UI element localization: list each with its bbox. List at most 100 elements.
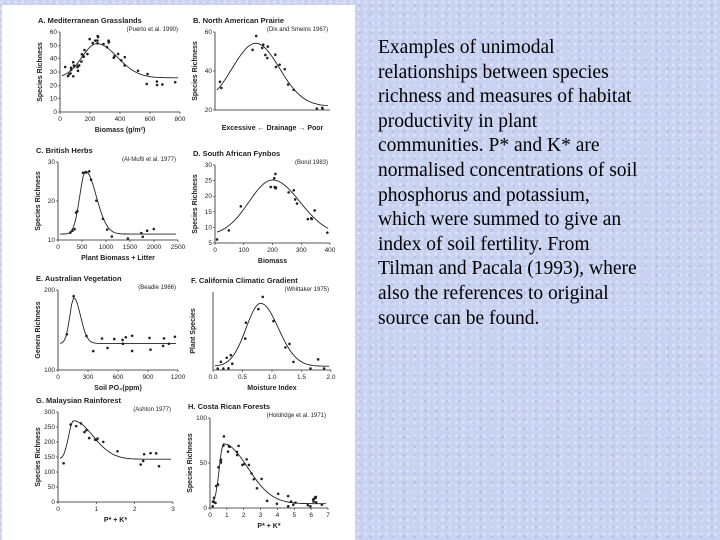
point xyxy=(320,503,324,506)
point xyxy=(227,444,231,448)
point xyxy=(316,358,320,361)
y-tick-label: 10 xyxy=(48,237,56,244)
point xyxy=(286,504,290,508)
panel: D. South African Fynbos (Bond 1983) Specie… xyxy=(192,149,336,265)
x-tick-label: 0 xyxy=(58,116,62,123)
point xyxy=(222,435,226,438)
point xyxy=(76,69,80,73)
fitted-curve xyxy=(216,179,329,233)
point xyxy=(216,367,220,370)
panel-citation: (Whittaker 1975) xyxy=(285,287,329,293)
y-tick-label: 150 xyxy=(44,454,55,461)
panel-citation: (Holdridge et al. 1971) xyxy=(267,413,326,419)
y-tick-label: 20 xyxy=(50,82,58,89)
x-axis-label: P* + K* xyxy=(257,523,280,530)
y-tick-label: 50 xyxy=(48,484,56,491)
point xyxy=(119,58,123,62)
x-tick-label: 300 xyxy=(83,374,94,381)
point xyxy=(292,88,295,92)
panel-citation: (Ashton 1977) xyxy=(133,407,171,413)
figure: A. Mediterranean Grasslands (Puerto et al… xyxy=(2,5,355,540)
point xyxy=(110,235,114,238)
point xyxy=(126,237,130,240)
point xyxy=(141,235,145,239)
x-tick-label: 900 xyxy=(143,374,154,381)
point xyxy=(269,185,273,189)
y-tick-label: 50 xyxy=(200,460,208,467)
point xyxy=(220,86,223,90)
point xyxy=(71,75,75,78)
point xyxy=(264,53,267,57)
y-tick-label: 25 xyxy=(205,178,213,185)
point xyxy=(212,500,216,504)
point xyxy=(230,362,234,366)
point xyxy=(106,346,109,350)
point xyxy=(222,367,225,370)
panel-title: B. North American Prairie xyxy=(193,16,284,25)
point xyxy=(96,42,99,45)
point xyxy=(121,338,124,342)
point xyxy=(91,349,95,353)
y-tick-label: 200 xyxy=(44,287,55,294)
y-axis-label: Species Richness xyxy=(192,41,199,101)
point xyxy=(250,472,253,475)
y-axis-label: Species Richness xyxy=(35,171,42,231)
y-tick-label: 20 xyxy=(48,198,56,205)
point xyxy=(261,43,265,46)
point xyxy=(212,496,216,500)
x-tick-label: 400 xyxy=(115,116,126,123)
point xyxy=(96,39,99,42)
point xyxy=(292,189,296,192)
point xyxy=(88,37,91,41)
y-tick-label: 30 xyxy=(205,162,213,169)
y-tick-label: 10 xyxy=(205,224,213,231)
point xyxy=(66,74,70,78)
y-tick-label: 50 xyxy=(50,42,58,49)
point xyxy=(243,462,246,466)
point xyxy=(265,56,269,60)
x-tick-label: 1 xyxy=(225,512,229,519)
point xyxy=(155,83,159,87)
point xyxy=(275,502,279,506)
y-axis-label: Plant Species xyxy=(190,308,197,354)
point xyxy=(261,295,265,299)
x-tick-label: 7 xyxy=(326,512,330,519)
caption-line: communities. P* and K* are xyxy=(378,135,600,157)
point xyxy=(273,53,277,56)
caption: Examples of unimodal relationships betwee… xyxy=(378,36,718,331)
point xyxy=(322,367,326,370)
fitted-curve xyxy=(59,420,171,460)
x-axis-label: Soil PO₄(ppm) xyxy=(94,385,142,392)
y-tick-label: 60 xyxy=(205,29,213,36)
x-tick-label: 1 xyxy=(95,506,99,513)
caption-line: phosphorus and potassium, xyxy=(378,184,590,206)
caption-line: index of soil fertility. From xyxy=(378,233,590,255)
point xyxy=(162,337,166,340)
point xyxy=(95,199,98,202)
y-tick-label: 20 xyxy=(205,107,213,114)
panel-citation: (Puerto et al. 1990) xyxy=(127,27,178,33)
point xyxy=(82,55,86,58)
point xyxy=(139,463,142,466)
y-tick-label: 60 xyxy=(50,29,58,36)
point xyxy=(130,334,134,338)
point xyxy=(73,227,76,231)
x-axis-label: Moisture Index xyxy=(247,385,297,392)
point xyxy=(157,464,161,468)
point xyxy=(276,492,280,496)
x-tick-label: 200 xyxy=(267,247,278,254)
x-tick-label: 2000 xyxy=(147,244,162,251)
x-tick-label: 400 xyxy=(325,247,336,254)
y-tick-label: 100 xyxy=(44,469,55,476)
x-tick-label: 300 xyxy=(296,247,307,254)
point xyxy=(130,349,134,353)
point xyxy=(309,216,313,220)
point xyxy=(260,477,263,481)
point xyxy=(85,428,88,432)
point xyxy=(272,319,275,323)
y-tick-label: 30 xyxy=(48,159,56,166)
panel-title: H. Costa Rican Forests xyxy=(188,402,270,411)
panel: C. British Herbs (Al-Mufti et al. 1977) Sp… xyxy=(35,146,186,262)
panel-title: G. Malaysian Rainforest xyxy=(36,396,122,405)
x-tick-label: 0 xyxy=(56,244,60,251)
